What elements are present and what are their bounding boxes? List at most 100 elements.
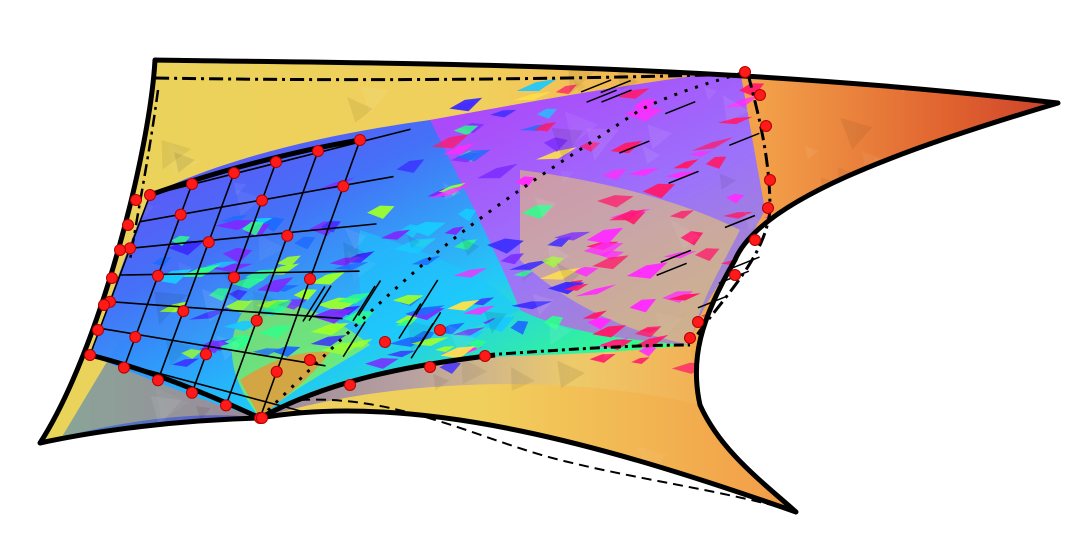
constraint-marker: [424, 361, 436, 373]
inner-boundary-bottom: [484, 343, 691, 357]
field-glyph: [181, 349, 203, 359]
constraint-marker: [354, 134, 366, 146]
constraint-marker: [124, 242, 136, 255]
shading-facet: [174, 152, 195, 173]
shading-facet: [347, 96, 373, 123]
field-glyph: [739, 83, 765, 97]
shading-facet: [234, 182, 247, 196]
field-glyph: [438, 182, 466, 192]
field-glyph: [608, 209, 646, 221]
constraint-marker: [200, 348, 212, 361]
field-glyph: [673, 159, 699, 169]
field-glyph: [629, 299, 656, 313]
shading-facet: [560, 170, 574, 184]
constraint-marker: [479, 350, 491, 362]
field-glyph: [320, 220, 341, 233]
grid-line: [109, 300, 343, 320]
field-glyph: [564, 283, 589, 291]
constraint-marker: [228, 271, 240, 284]
field-glyph: [665, 171, 699, 179]
shading-facet: [1006, 423, 1033, 450]
shading-facet: [1010, 402, 1030, 421]
field-tick: [660, 249, 692, 264]
constraint-marker: [270, 156, 282, 168]
constraint-marker: [739, 66, 751, 78]
constraint-marker: [754, 89, 766, 101]
constraint-marker: [256, 412, 268, 424]
field-glyph: [222, 247, 253, 263]
constraint-marker: [281, 229, 294, 242]
field-glyph: [516, 78, 558, 91]
shading-facet: [934, 426, 954, 446]
constraint-marker: [749, 234, 761, 246]
constraint-marker: [177, 305, 190, 318]
field-glyph: [536, 147, 577, 160]
shading-facet: [858, 492, 877, 511]
field-glyph: [541, 256, 565, 268]
constraint-marker: [144, 189, 156, 201]
shading-facet: [825, 208, 853, 236]
field-glyph: [453, 268, 487, 278]
field-glyph: [431, 134, 470, 149]
shading-facet: [704, 86, 718, 100]
constraint-marker: [84, 349, 96, 361]
patch-edge-top: [149, 137, 361, 198]
field-glyph: [310, 322, 349, 336]
shading-facet: [57, 195, 92, 230]
field-tick: [656, 262, 687, 276]
field-glyph: [453, 125, 479, 136]
field-glyph: [539, 267, 581, 280]
shading-facet: [344, 227, 367, 250]
shading-facet: [446, 323, 476, 353]
field-glyph: [411, 255, 441, 266]
field-glyph: [257, 277, 294, 293]
shading-facet: [461, 358, 488, 385]
field-glyph: [487, 238, 524, 254]
shading-facet: [840, 117, 873, 150]
shading-facet: [119, 459, 146, 487]
constraint-marker: [256, 194, 268, 207]
field-glyph: [447, 300, 480, 311]
field-tick: [302, 286, 326, 322]
field-glyph: [455, 149, 491, 162]
constraint-marker: [337, 180, 350, 193]
field-glyph: [572, 266, 599, 277]
shading-facet: [1034, 464, 1058, 491]
shading-facet: [911, 450, 939, 478]
field-glyph: [705, 156, 727, 169]
field-glyph: [631, 357, 650, 364]
field-tick: [410, 322, 434, 359]
shading-facet: [744, 211, 764, 231]
shading-facet: [1029, 257, 1058, 288]
grid-line: [225, 150, 319, 406]
constraint-marker: [434, 324, 446, 336]
field-glyph: [343, 311, 375, 325]
field-tick: [415, 279, 439, 316]
shading-facet: [700, 505, 721, 512]
shading-facet: [617, 69, 639, 91]
shading-facet: [549, 322, 572, 346]
field-glyph: [543, 137, 568, 152]
shading-facet: [450, 508, 484, 512]
shading-facet: [612, 474, 637, 499]
field-tick: [342, 321, 366, 358]
shading-facet: [787, 259, 817, 289]
field-glyph: [311, 308, 354, 324]
constraint-marker: [122, 219, 134, 231]
field-glyph: [440, 346, 476, 359]
grid-line: [157, 172, 235, 381]
shading-facet: [155, 386, 189, 420]
shading-facet: [83, 209, 106, 232]
constraint-marker: [129, 331, 142, 343]
field-glyph: [522, 205, 554, 219]
field-glyph: [276, 255, 301, 267]
field-glyph: [534, 122, 557, 132]
field-glyph: [458, 208, 477, 222]
constraint-marker: [304, 354, 316, 366]
shading-facet: [49, 177, 77, 205]
field-glyph: [642, 183, 676, 199]
field-glyph: [510, 320, 529, 335]
field-glyph: [452, 327, 485, 336]
shading-facet: [258, 234, 286, 262]
field-glyph: [172, 358, 199, 367]
